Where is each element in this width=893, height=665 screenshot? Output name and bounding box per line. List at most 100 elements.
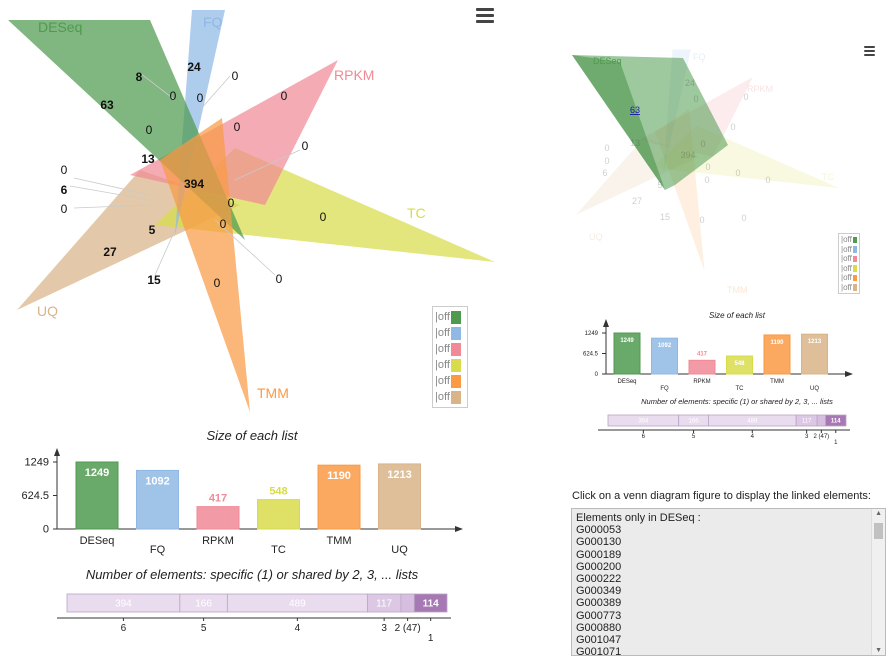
hamburger-menu-icon[interactable] (476, 8, 494, 23)
bar-deseq[interactable] (75, 461, 119, 530)
legend-item-uq[interactable]: |off (433, 389, 467, 405)
legend-item-tc[interactable]: |off (433, 357, 467, 373)
legend-item-rpkm[interactable]: |off (433, 341, 467, 357)
region-count[interactable]: 0 (146, 123, 153, 137)
shared-segment-2[interactable] (400, 593, 415, 613)
scroll-down-icon[interactable]: ▼ (875, 647, 882, 654)
bar-value-label: 417 (697, 351, 708, 357)
bar-uq[interactable] (378, 463, 421, 530)
region-count[interactable]: 394 (184, 177, 204, 191)
region-count[interactable]: 13 (630, 138, 640, 148)
legend-label: |off (435, 359, 450, 371)
legend-label: |off (435, 343, 450, 355)
bar-uq[interactable] (801, 333, 828, 375)
linked-elements-list[interactable]: Elements only in DESeq : G000053 G000130 G… (571, 508, 886, 656)
region-count[interactable]: 0 (604, 143, 609, 153)
bar-fq[interactable] (651, 337, 678, 375)
venn-diagram-small[interactable] (572, 49, 840, 271)
region-count[interactable]: 0 (693, 94, 698, 104)
shared-segment-1[interactable] (413, 593, 448, 613)
region-count[interactable]: 0 (302, 139, 309, 153)
region-count[interactable]: 0 (705, 162, 710, 172)
shared-segment-2[interactable] (816, 414, 826, 427)
region-count[interactable]: 0 (704, 175, 709, 185)
bar-tc[interactable] (726, 355, 753, 375)
legend-item-rpkm[interactable]: |off (839, 254, 859, 264)
legend-item-tmm[interactable]: |off (433, 373, 467, 389)
region-count[interactable]: 0 (699, 215, 704, 225)
legend-label: |off (841, 273, 852, 283)
legend-swatch (852, 284, 857, 291)
legend-item-deseq[interactable]: |off (839, 235, 859, 245)
region-count[interactable]: 0 (741, 213, 746, 223)
x-tick-label: TMM (326, 535, 351, 547)
region-count[interactable]: 0 (604, 156, 609, 166)
region-count[interactable]: 13 (141, 152, 155, 166)
venn-diagram[interactable] (8, 10, 495, 412)
shared-tick-label: 4 (295, 623, 301, 634)
bar-fq[interactable] (136, 469, 179, 530)
shared-value-label: 489 (747, 419, 758, 425)
region-count[interactable]: 0 (765, 175, 770, 185)
venn-region-deseq-only[interactable] (572, 55, 665, 190)
legend-label: |off (435, 311, 450, 323)
region-count[interactable]: 0 (232, 69, 239, 83)
shared-segment-1[interactable] (825, 414, 847, 427)
legend-item-deseq[interactable]: |off (433, 309, 467, 325)
linked-header: Elements only in DESeq : (576, 512, 701, 524)
region-count[interactable]: 0 (276, 272, 283, 286)
region-count[interactable]: 0 (735, 168, 740, 178)
region-count[interactable]: 0 (197, 91, 204, 105)
venn-set-tmm[interactable] (160, 118, 250, 412)
region-count[interactable]: 0 (700, 139, 705, 149)
bar-rpkm[interactable] (688, 359, 716, 375)
region-count[interactable]: 0 (61, 163, 68, 177)
region-count[interactable]: 0 (61, 202, 68, 216)
leader-line (234, 149, 301, 181)
scrollbar-thumb[interactable] (874, 523, 883, 539)
scroll-up-icon[interactable]: ▲ (875, 510, 882, 517)
region-count[interactable]: 8 (136, 70, 143, 84)
region-count[interactable]: 5 (149, 223, 156, 237)
region-count[interactable]: 5 (657, 180, 662, 190)
region-count[interactable]: 24 (685, 78, 695, 88)
region-count-selected[interactable]: 63 (630, 105, 640, 115)
region-count[interactable]: 0 (743, 92, 748, 102)
bar-tc[interactable] (257, 499, 300, 530)
scrollbar[interactable]: ▲ ▼ (871, 509, 885, 655)
region-count[interactable]: 27 (103, 245, 117, 259)
region-count[interactable]: 6 (602, 168, 607, 178)
legend-item-fq[interactable]: |off (839, 245, 859, 255)
x-tick-label: FQ (150, 544, 166, 556)
legend-item-uq[interactable]: |off (839, 283, 859, 293)
region-count[interactable]: 0 (281, 89, 288, 103)
bar-rpkm[interactable] (196, 506, 240, 530)
region-count[interactable]: 27 (632, 196, 642, 206)
shared-tick-label: 3 (381, 623, 387, 634)
legend-label: |off (435, 327, 450, 339)
x-tick-label: DESeq (80, 535, 115, 547)
bar-tmm[interactable] (763, 334, 791, 375)
bar-tmm[interactable] (317, 464, 361, 530)
region-count[interactable]: 24 (187, 60, 201, 74)
region-count[interactable]: 0 (730, 122, 735, 132)
region-count[interactable]: 0 (320, 210, 327, 224)
region-count[interactable]: 394 (680, 150, 695, 160)
legend-item-tmm[interactable]: |off (839, 273, 859, 283)
bar-deseq[interactable] (613, 332, 641, 375)
region-count[interactable]: 15 (147, 273, 161, 287)
region-count[interactable]: 15 (660, 212, 670, 222)
legend-label: |off (841, 254, 852, 264)
legend-item-fq[interactable]: |off (433, 325, 467, 341)
legend-item-tc[interactable]: |off (839, 264, 859, 274)
region-count[interactable]: 0 (214, 276, 221, 290)
legend-label: |off (435, 391, 450, 403)
region-count[interactable]: 0 (170, 89, 177, 103)
region-count[interactable]: 0 (220, 217, 227, 231)
region-count[interactable]: 6 (61, 183, 68, 197)
region-count[interactable]: 0 (228, 196, 235, 210)
set-label-rpkm: RPKM (747, 84, 773, 94)
region-count[interactable]: 63 (100, 98, 114, 112)
hamburger-menu-icon[interactable] (864, 46, 875, 56)
region-count[interactable]: 0 (234, 120, 241, 134)
